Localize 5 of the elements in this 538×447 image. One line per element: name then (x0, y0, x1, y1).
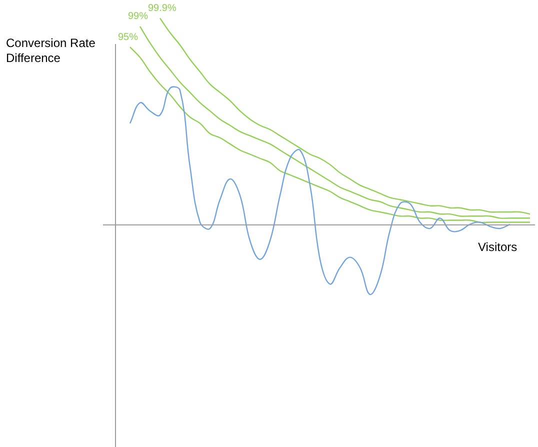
y-axis-title: Conversion Rate Difference (6, 36, 96, 66)
series-label: 95% (118, 32, 138, 43)
x-axis-title: Visitors (478, 240, 518, 254)
series-label: 99.9% (148, 2, 176, 14)
series-label: 99% (128, 11, 148, 22)
